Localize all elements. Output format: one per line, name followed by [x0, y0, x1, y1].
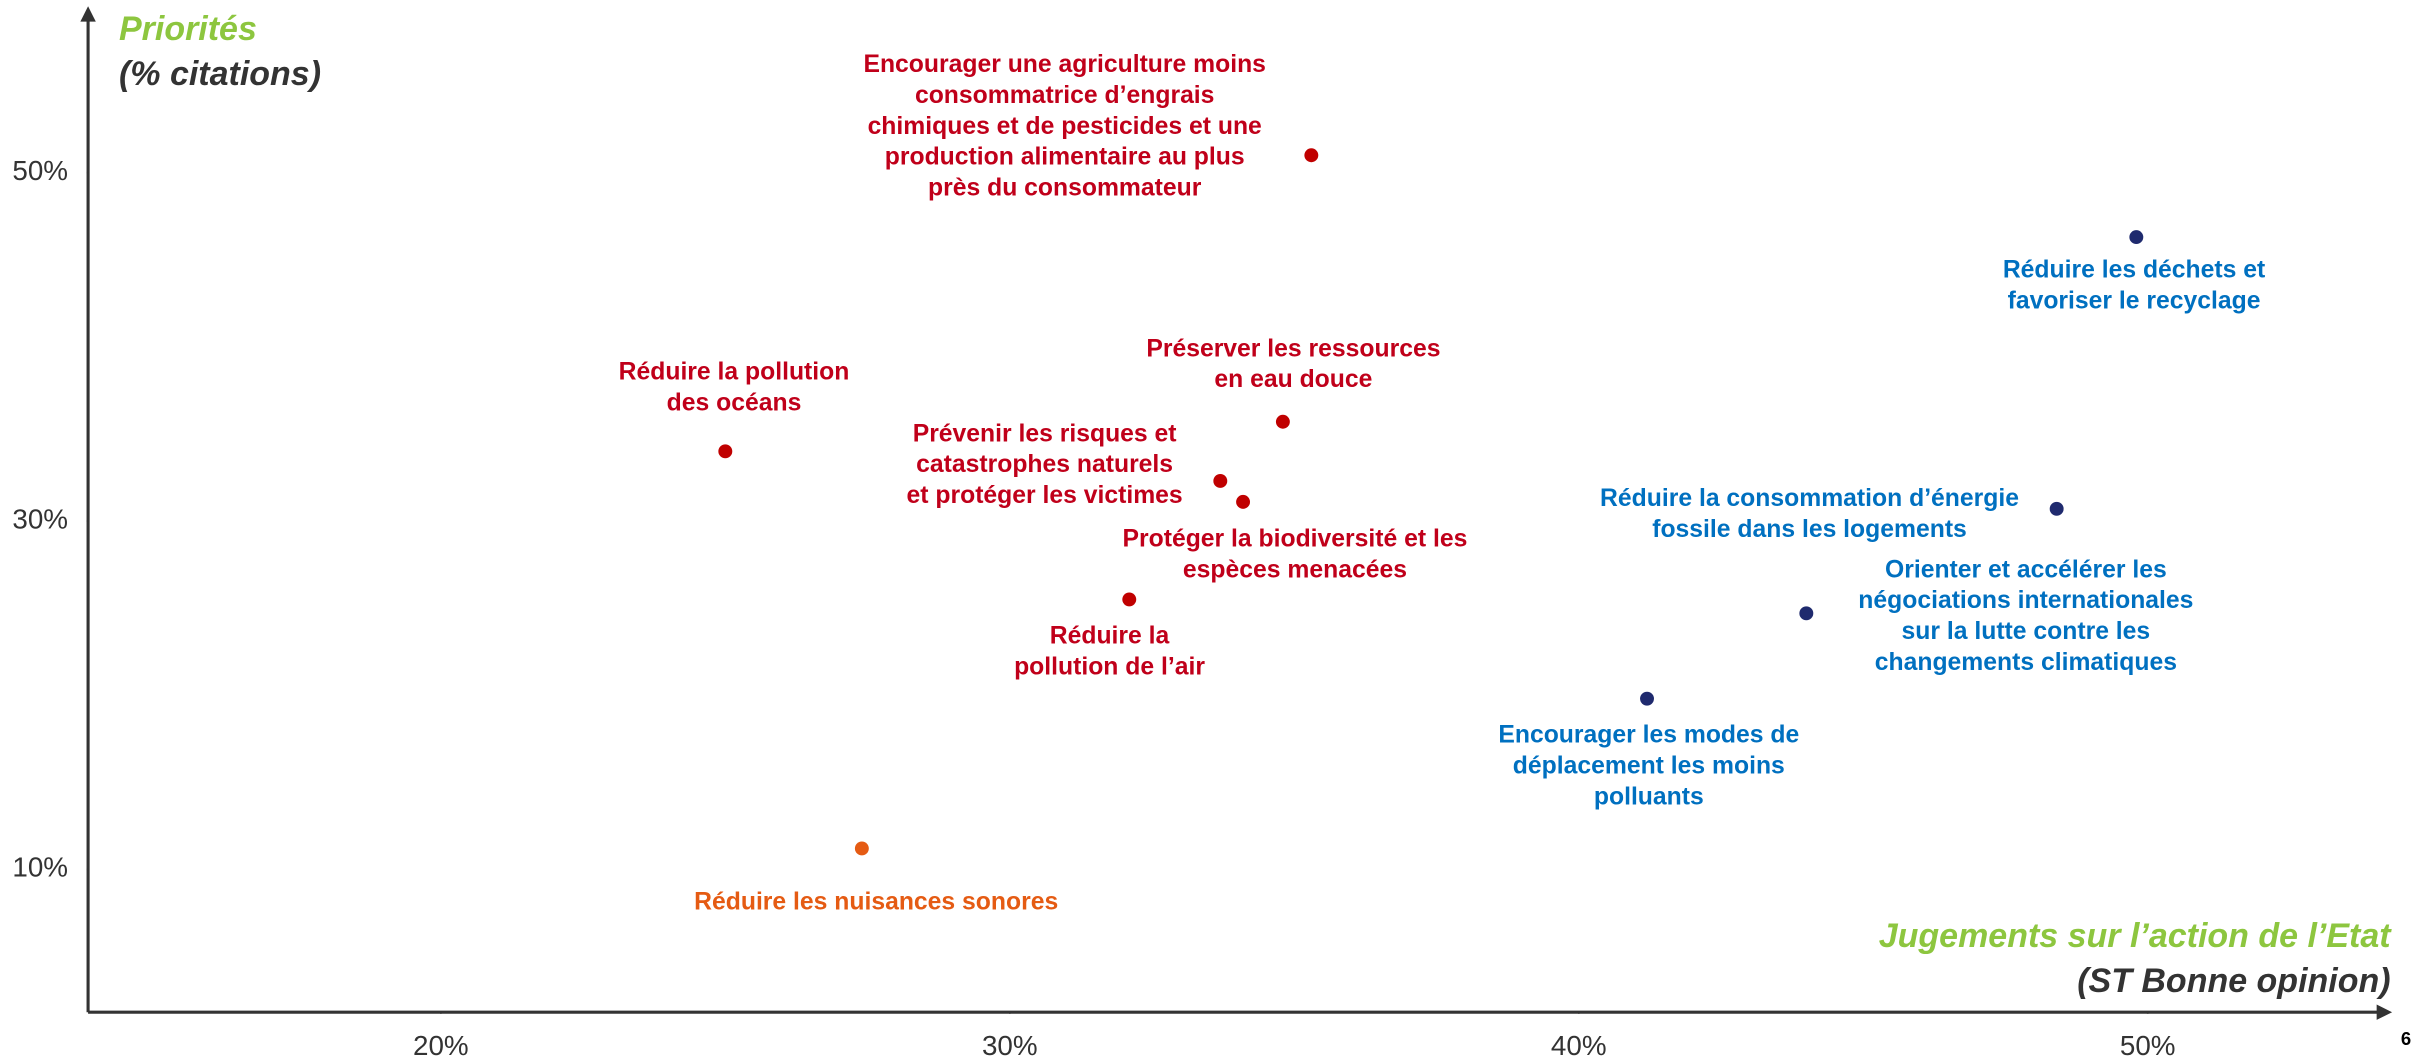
point-label-line: et protéger les victimes	[907, 482, 1183, 509]
y-tick-label: 30%	[12, 503, 68, 534]
point-label-line: polluants	[1594, 783, 1704, 810]
point-label-line: Protéger la biodiversité et les	[1123, 525, 1468, 552]
point	[1122, 592, 1137, 607]
point	[2129, 230, 2144, 245]
page-number: 6	[2401, 1028, 2411, 1049]
point-label: Préserver les ressources en eau douce	[1146, 335, 1440, 393]
point-label-line: consommatrice d’engrais	[915, 81, 1214, 108]
point-label-line: favoriser le recyclage	[2008, 287, 2261, 314]
point-label-line: pollution de l’air	[1014, 653, 1205, 680]
point-label: Réduire la consommation d’énergie fossile…	[1600, 485, 2019, 543]
point	[1304, 148, 1319, 163]
point-label-line: Encourager une agriculture moins	[863, 50, 1265, 77]
point	[718, 444, 733, 459]
point-label-line: Prévenir les risques et	[913, 420, 1177, 447]
x-tick-label: 40%	[1551, 1030, 1607, 1058]
point-label-line: chimiques et de pesticides et une	[868, 112, 1262, 139]
point-label-line: Réduire la pollution	[619, 358, 850, 385]
point-label: Encourager les modes de déplacement les m…	[1498, 721, 1799, 810]
point-label: Prévenir les risques et catastrophes natu…	[907, 420, 1183, 509]
point-label: Encourager une agriculture moins consomma…	[863, 50, 1265, 201]
x-axis-arrow	[2376, 1004, 2393, 1020]
x-tick-label: 30%	[982, 1030, 1038, 1058]
point-label-line: fossile dans les logements	[1652, 516, 1967, 543]
point-label-line: déplacement les moins	[1513, 752, 1785, 779]
point-label: Réduire les déchets et favoriser le recyc…	[2003, 256, 2265, 314]
x-tick-label: 20%	[413, 1030, 469, 1058]
point-label: Réduire la pollution de l’air	[1014, 622, 1205, 680]
point	[1640, 691, 1654, 706]
x-tick-label: 50%	[2120, 1030, 2176, 1058]
point	[1275, 414, 1290, 429]
point	[1236, 494, 1251, 509]
point-label-line: catastrophes naturels	[916, 451, 1173, 478]
y-axis-sublabel: (% citations)	[119, 55, 321, 93]
point-label: Protéger la biodiversité et les espèces m…	[1123, 525, 1468, 583]
point	[1213, 474, 1228, 488]
point	[854, 841, 869, 856]
point-label: Réduire la pollution des océans	[619, 358, 850, 416]
point-label-line: Réduire les déchets et	[2003, 256, 2265, 283]
point-label-line: Réduire la	[1050, 622, 1170, 649]
x-axis-sublabel: (ST Bonne opinion)	[2077, 962, 2390, 1000]
point-label-line: Préserver les ressources	[1146, 335, 1440, 362]
point-label-line: changements climatiques	[1875, 649, 2177, 676]
point-label: Orienter et accélérer les négociations in…	[1858, 556, 2193, 676]
point	[1799, 606, 1814, 621]
x-axis-label: Jugements sur l’action de l’Etat	[1879, 917, 2392, 955]
point-label-line: Réduire la consommation d’énergie	[1600, 485, 2019, 512]
point-label: Réduire les nuisances sonores	[694, 888, 1058, 915]
point-label-line: en eau douce	[1214, 366, 1372, 393]
point-label-line: des océans	[667, 389, 802, 416]
point-label-line: Orienter et accélérer les	[1885, 556, 2167, 583]
y-tick-label: 50%	[12, 155, 68, 186]
point-label-line: espèces menacées	[1183, 556, 1407, 583]
point-label-line: près du consommateur	[928, 174, 1202, 201]
point-label-line: production alimentaire au plus	[885, 143, 1245, 170]
point-label-line: Encourager les modes de	[1498, 721, 1799, 748]
point-label-line: négociations internationales	[1858, 587, 2193, 614]
point	[2049, 501, 2064, 516]
y-axis-arrow	[80, 6, 96, 22]
y-tick-label: 10%	[12, 852, 68, 883]
point-label-line: sur la lutte contre les	[1902, 618, 2151, 645]
point-label-line: Réduire les nuisances sonores	[694, 888, 1058, 915]
y-axis-label: Priorités	[119, 10, 257, 48]
